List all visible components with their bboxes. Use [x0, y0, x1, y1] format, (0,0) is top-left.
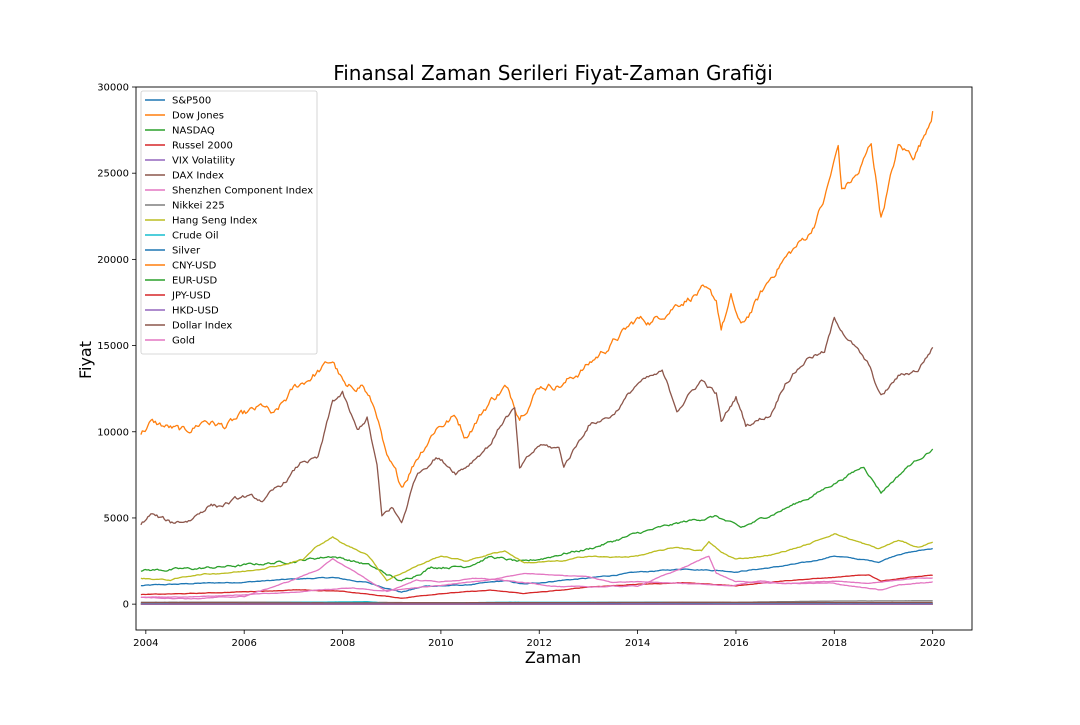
legend-label-1: Dow Jones — [172, 111, 224, 122]
legend-label-10: Silver — [172, 246, 201, 257]
legend-label-11: CNY-USD — [172, 261, 217, 272]
x-axis-label: Zaman — [525, 648, 581, 667]
y-tick-label-6: 30000 — [97, 83, 129, 94]
series-line-0 — [140, 547, 933, 593]
y-tick-label-1: 5000 — [104, 513, 129, 524]
legend-label-2: NASDAQ — [172, 126, 215, 137]
x-tick-label-5: 2014 — [625, 638, 650, 649]
y-tick-label-5: 25000 — [97, 169, 129, 180]
legend-label-8: Hang Seng Index — [172, 216, 257, 227]
axes-layer: 2004 2006 2008 2010 2012 2014 2016 2018 2020 0 500… — [97, 83, 973, 649]
series-line-2 — [140, 448, 934, 582]
x-tick-label-8: 2020 — [920, 638, 945, 649]
legend-label-3: Russel 2000 — [172, 141, 233, 152]
legend-label-7: Nikkei 225 — [172, 201, 225, 212]
series-line-3 — [140, 574, 933, 599]
series-line-8 — [140, 533, 933, 582]
legend-label-6: Shenzhen Component Index — [172, 186, 313, 197]
y-tick-label-3: 15000 — [97, 341, 129, 352]
legend-label-9: Crude Oil — [172, 231, 219, 242]
series-line-1 — [140, 111, 934, 488]
legend-label-4: VIX Volatility — [172, 156, 235, 167]
x-tick-label-6: 2016 — [723, 638, 748, 649]
legend-label-15: Dollar Index — [172, 321, 232, 332]
legend-label-0: S&P500 — [172, 96, 211, 107]
y-tick-label-0: 0 — [123, 600, 129, 611]
legend-label-13: JPY-USD — [171, 291, 211, 302]
plot-frame — [135, 86, 973, 631]
x-tick-label-7: 2018 — [822, 638, 847, 649]
series-line-15 — [140, 601, 933, 604]
legend-label-12: EUR-USD — [172, 276, 217, 287]
x-tick-label-1: 2006 — [231, 638, 256, 649]
x-tick-label-2: 2008 — [330, 638, 355, 649]
legend-label-16: Gold — [172, 336, 195, 347]
y-tick-label-4: 20000 — [97, 255, 129, 266]
legend-label-14: HKD-USD — [172, 306, 219, 317]
series-line-16 — [140, 572, 933, 599]
x-tick-label-4: 2012 — [527, 638, 552, 649]
y-tick-label-2: 10000 — [97, 427, 129, 438]
legend-label-5: DAX Index — [172, 171, 224, 182]
chart-title: Finansal Zaman Serileri Fiyat-Zaman Graf… — [333, 61, 773, 85]
y-axis-label: Fiyat — [76, 341, 95, 379]
series-layer — [140, 111, 934, 605]
x-tick-label-3: 2010 — [428, 638, 453, 649]
series-line-5 — [140, 316, 934, 526]
legend: S&P500 Dow Jones NASDAQ Russel 2000 VIX Vola… — [140, 90, 318, 355]
x-tick-label-0: 2004 — [133, 638, 158, 649]
series-line-6 — [140, 555, 933, 600]
legend-box — [140, 90, 318, 355]
